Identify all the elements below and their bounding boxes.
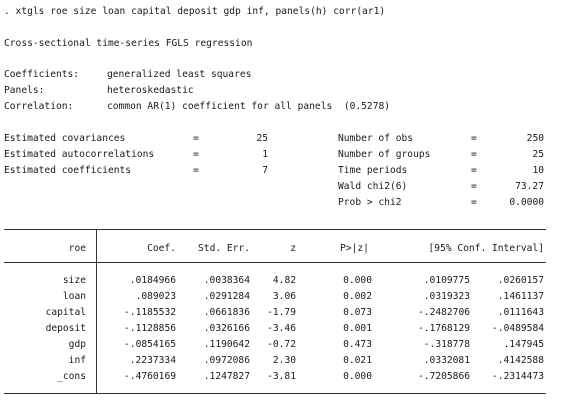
cell-ci-low: .0109775 [423, 275, 470, 286]
stat-eq: = [471, 181, 477, 192]
cell-coef: .089023 [135, 291, 176, 302]
stat-eq: = [471, 133, 477, 144]
cell-p: 0.000 [343, 275, 372, 286]
header-p: P>|z| [340, 243, 369, 254]
cell-z: 4.82 [272, 275, 296, 286]
table-header-rule [4, 262, 546, 263]
coefficients-value: generalized least squares [107, 69, 252, 80]
cell-ci-low: -.2482706 [418, 307, 470, 318]
cell-coef: .2237334 [129, 355, 176, 366]
cell-z: -3.81 [267, 371, 296, 382]
stat-value: 1 [262, 149, 268, 160]
cell-p: 0.473 [343, 339, 372, 350]
cell-z: 3.06 [272, 291, 296, 302]
stat-value: 25 [532, 149, 544, 160]
stat-label: Wald chi2(6) [338, 181, 408, 192]
panels-label: Panels: [4, 85, 45, 96]
panels-value: heteroskedastic [107, 85, 194, 96]
table-top-rule [4, 229, 546, 230]
cell-coef: -.1128856 [124, 323, 176, 334]
cell-ci-low: -.318778 [423, 339, 470, 350]
command-line: . xtgls roe size loan capital deposit gd… [4, 6, 386, 17]
stat-value: 7 [262, 165, 268, 176]
cell-ci-high: .147945 [503, 339, 544, 350]
stat-value: 0.0000 [509, 197, 544, 208]
cell-coef: .0184966 [129, 275, 176, 286]
stat-label: Estimated covariances [4, 133, 126, 144]
stat-label: Estimated coefficients [4, 165, 132, 176]
cell-std-err: .0661836 [203, 307, 250, 318]
cell-variable: deposit [45, 323, 86, 334]
cell-std-err: .1190642 [203, 339, 250, 350]
cell-ci-high: .0260157 [497, 275, 544, 286]
stat-eq: = [193, 133, 199, 144]
cell-variable: loan [62, 291, 86, 302]
cell-coef: -.1185532 [124, 307, 176, 318]
cell-p: 0.001 [343, 323, 372, 334]
stat-value: 73.27 [515, 181, 544, 192]
stat-eq: = [471, 165, 477, 176]
cell-std-err: .0038364 [203, 275, 250, 286]
header-se: Std. Err. [198, 243, 250, 254]
cell-variable: inf [68, 355, 86, 366]
cell-ci-high: -.0489584 [492, 323, 544, 334]
cell-ci-low: .0332081 [423, 355, 470, 366]
cell-ci-low: -.7205866 [418, 371, 470, 382]
cell-ci-high: .1461137 [497, 291, 544, 302]
cell-z: -0.72 [267, 339, 296, 350]
cell-z: 2.30 [272, 355, 296, 366]
table-bottom-rule [4, 393, 546, 394]
cell-ci-high: -.2314473 [492, 371, 544, 382]
cell-p: 0.021 [343, 355, 372, 366]
cell-coef: -.0854165 [124, 339, 176, 350]
stat-label: Number of obs [338, 133, 414, 144]
correlation-value: common AR(1) coefficient for all panels … [107, 101, 391, 112]
cell-std-err: .0972086 [203, 355, 250, 366]
cell-p: 0.002 [343, 291, 372, 302]
cell-z: -3.46 [267, 323, 296, 334]
cell-p: 0.000 [343, 371, 372, 382]
stat-value: 25 [256, 133, 268, 144]
stat-eq: = [193, 149, 199, 160]
cell-p: 0.073 [343, 307, 372, 318]
cell-variable: size [62, 275, 86, 286]
stat-label: Prob > chi2 [338, 197, 402, 208]
cell-variable: gdp [68, 339, 86, 350]
regression-title: Cross-sectional time-series FGLS regress… [4, 38, 253, 49]
correlation-label: Correlation: [4, 101, 74, 112]
header-ci: [95% Conf. Interval] [428, 243, 544, 254]
cell-ci-low: .0319323 [423, 291, 470, 302]
header-coef: Coef. [147, 243, 176, 254]
stat-label: Estimated autocorrelations [4, 149, 155, 160]
cell-std-err: .1247827 [203, 371, 250, 382]
stat-value: 250 [526, 133, 544, 144]
cell-ci-low: -.1768129 [418, 323, 470, 334]
stat-eq: = [471, 149, 477, 160]
stat-eq: = [193, 165, 199, 176]
cell-coef: -.4760169 [124, 371, 176, 382]
header-var: roe [68, 243, 86, 254]
cell-std-err: .0291284 [203, 291, 250, 302]
stat-label: Time periods [338, 165, 408, 176]
cell-ci-high: .4142588 [497, 355, 544, 366]
stat-eq: = [471, 197, 477, 208]
cell-variable: _cons [57, 371, 86, 382]
cell-ci-high: .0111643 [497, 307, 544, 318]
header-z: z [290, 243, 296, 254]
cell-z: -1.79 [267, 307, 296, 318]
table-divider [96, 229, 97, 393]
cell-std-err: .0326166 [203, 323, 250, 334]
coefficients-label: Coefficients: [4, 69, 80, 80]
stat-label: Number of groups [338, 149, 431, 160]
cell-variable: capital [45, 307, 86, 318]
stat-value: 10 [532, 165, 544, 176]
